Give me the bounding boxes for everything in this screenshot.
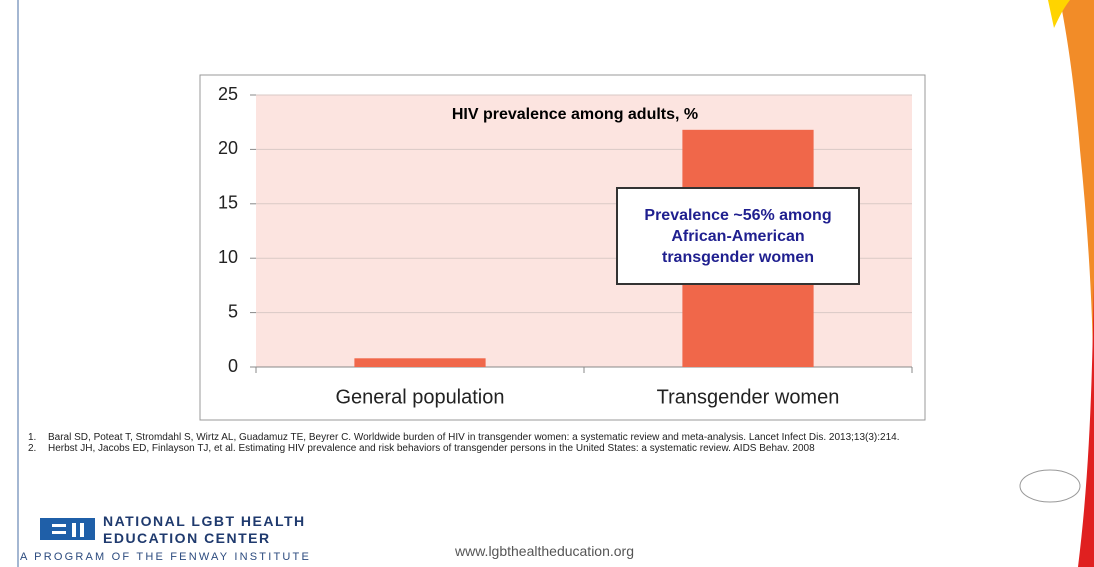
x-tick-label: General population — [335, 386, 504, 408]
logo-tagline: A PROGRAM OF THE FENWAY INSTITUTE — [20, 551, 311, 563]
logo-icon — [52, 531, 66, 534]
y-tick-label: 15 — [218, 193, 238, 213]
decoration — [1060, 0, 1094, 567]
reference-number: 2. — [28, 443, 37, 454]
logo-icon — [40, 518, 95, 540]
y-tick-label: 0 — [228, 356, 238, 376]
decoration — [1078, 280, 1094, 567]
reference-text: Herbst JH, Jacobs ED, Finlayson TJ, et a… — [48, 443, 815, 454]
reference: 1. Baral SD, Poteat T, Stromdahl S, Wirtz… — [28, 432, 1068, 443]
reference-text: Baral SD, Poteat T, Stromdahl S, Wirtz A… — [48, 432, 900, 443]
y-tick-label: 20 — [218, 138, 238, 158]
y-tick-label: 25 — [218, 84, 238, 104]
references: 1. Baral SD, Poteat T, Stromdahl S, Wirtz… — [28, 432, 1068, 454]
y-tick-label: 10 — [218, 247, 238, 267]
y-tick-label: 5 — [228, 301, 238, 321]
reference: 2. Herbst JH, Jacobs ED, Finlayson TJ, et… — [28, 443, 1068, 454]
decoration — [1019, 469, 1081, 503]
logo-line: EDUCATION CENTER — [103, 530, 271, 546]
logo-line: NATIONAL LGBT HEALTH — [103, 513, 306, 529]
reference-number: 1. — [28, 432, 37, 443]
logo-icon — [72, 523, 76, 537]
logo-icon — [80, 523, 84, 537]
annotation: Prevalence ~56% among African-American t… — [616, 187, 860, 285]
chart-title: HIV prevalence among adults, % — [451, 106, 699, 123]
logo-icon — [52, 524, 66, 527]
x-tick-label: Transgender women — [657, 386, 840, 408]
logo-text: NATIONAL LGBT HEALTH EDUCATION CENTER — [103, 513, 306, 547]
url: www.lgbthealtheducation.org — [455, 543, 635, 559]
bar — [354, 358, 486, 367]
decoration — [1048, 0, 1070, 28]
